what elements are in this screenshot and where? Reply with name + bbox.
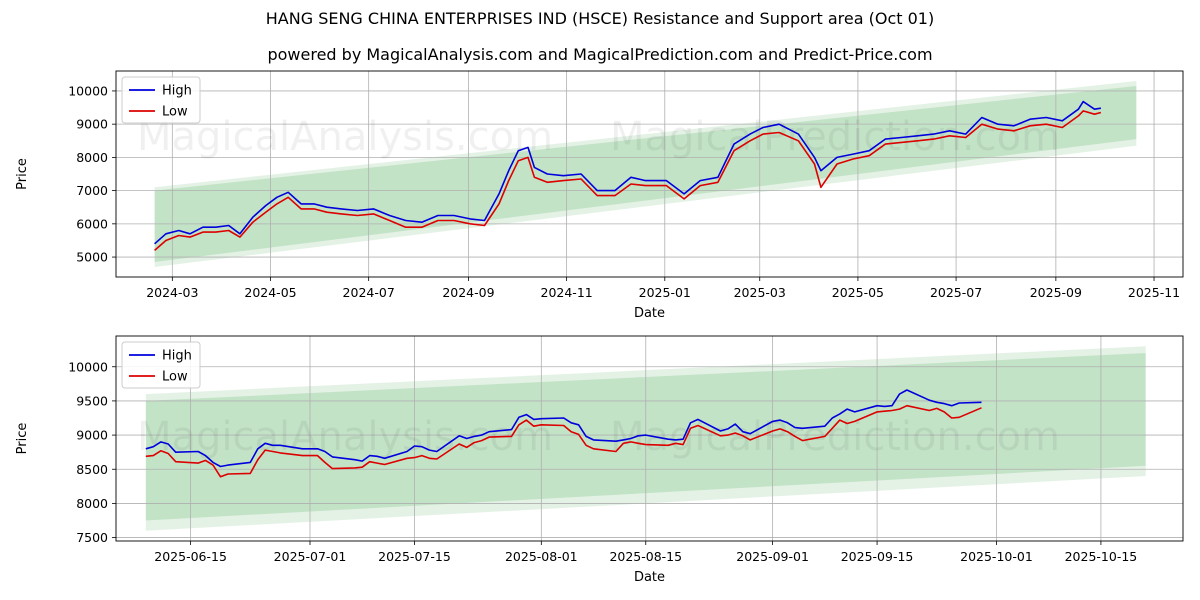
x-tick-label: 2025-07-15 — [378, 549, 451, 564]
series-line-high — [145, 389, 982, 468]
x-axis-label: Date — [634, 306, 665, 321]
x-tick-label: 2025-03 — [734, 285, 786, 300]
y-axis-label: Price — [15, 423, 30, 455]
x-tick-label: 2025-08-15 — [609, 549, 682, 564]
chart-subtitle: powered by MagicalAnalysis.com and Magic… — [267, 45, 933, 64]
x-tick-label: 2024-07 — [343, 285, 395, 300]
band-outer — [154, 80, 1137, 268]
legend: High Low — [121, 341, 201, 389]
x-tick-label: 2024-03 — [146, 285, 198, 300]
y-tick-label: 8500 — [76, 462, 108, 477]
y-tick-label: 9000 — [76, 428, 108, 443]
y-tick-label: 5000 — [76, 250, 108, 265]
watermark: MagicalAnalysis.com — [137, 414, 553, 460]
y-tick-label: 9500 — [76, 393, 108, 408]
legend-label-low: Low — [162, 105, 188, 120]
x-tick-label: 2025-10-15 — [1065, 549, 1138, 564]
legend-label-high: High — [162, 84, 192, 99]
plot-frame — [115, 70, 1184, 278]
y-tick-label: 8000 — [76, 150, 108, 165]
x-tick-label: 2025-09-01 — [736, 549, 809, 564]
series-line-high — [154, 100, 1102, 245]
y-tick-label: 10000 — [68, 359, 108, 374]
x-tick-label: 2025-07 — [930, 285, 982, 300]
x-tick-label: 2025-08-01 — [505, 549, 578, 564]
y-tick-label: 7000 — [76, 183, 108, 198]
legend: High Low — [121, 76, 201, 124]
y-tick-label: 8000 — [76, 496, 108, 511]
x-tick-label: 2025-10-01 — [960, 549, 1033, 564]
x-tick-label: 2025-11 — [1128, 285, 1180, 300]
legend-label-high: High — [162, 349, 192, 364]
x-tick-label: 2025-09 — [1030, 285, 1082, 300]
watermark: MagicalPrediction.com — [610, 414, 1060, 460]
y-tick-label: 7500 — [76, 530, 108, 545]
series-line-low — [145, 404, 982, 478]
x-axis-label: Date — [634, 570, 665, 585]
x-tick-label: 2024-09 — [442, 285, 494, 300]
x-tick-label: 2024-05 — [244, 285, 296, 300]
x-tick-label: 2025-07-01 — [274, 549, 347, 564]
watermark: MagicalAnalysis.com — [137, 114, 553, 160]
y-tick-label: 6000 — [76, 216, 108, 231]
x-tick-label: 2025-05 — [832, 285, 884, 300]
watermark: MagicalPrediction.com — [610, 114, 1060, 160]
legend-label-low: Low — [162, 370, 188, 385]
y-tick-label: 9000 — [76, 117, 108, 132]
x-tick-label: 2024-11 — [541, 285, 593, 300]
series-line-low — [154, 110, 1102, 252]
y-tick-label: 10000 — [68, 83, 108, 98]
y-axis-label: Price — [15, 158, 30, 190]
x-tick-label: 2025-09-15 — [841, 549, 914, 564]
x-tick-label: 2025-01 — [639, 285, 691, 300]
chart-title: HANG SENG CHINA ENTERPRISES IND (HSCE) R… — [265, 9, 935, 28]
chart-panel-1: 2024-03 2024-05 2024-07 2024-09 2024-11 2025-… — [15, 70, 1184, 321]
plot-frame — [115, 335, 1184, 542]
x-tick-label: 2025-06-15 — [154, 549, 227, 564]
chart-panel-2: 2025-06-15 2025-07-01 2025-07-15 2025-08-01… — [15, 335, 1184, 585]
